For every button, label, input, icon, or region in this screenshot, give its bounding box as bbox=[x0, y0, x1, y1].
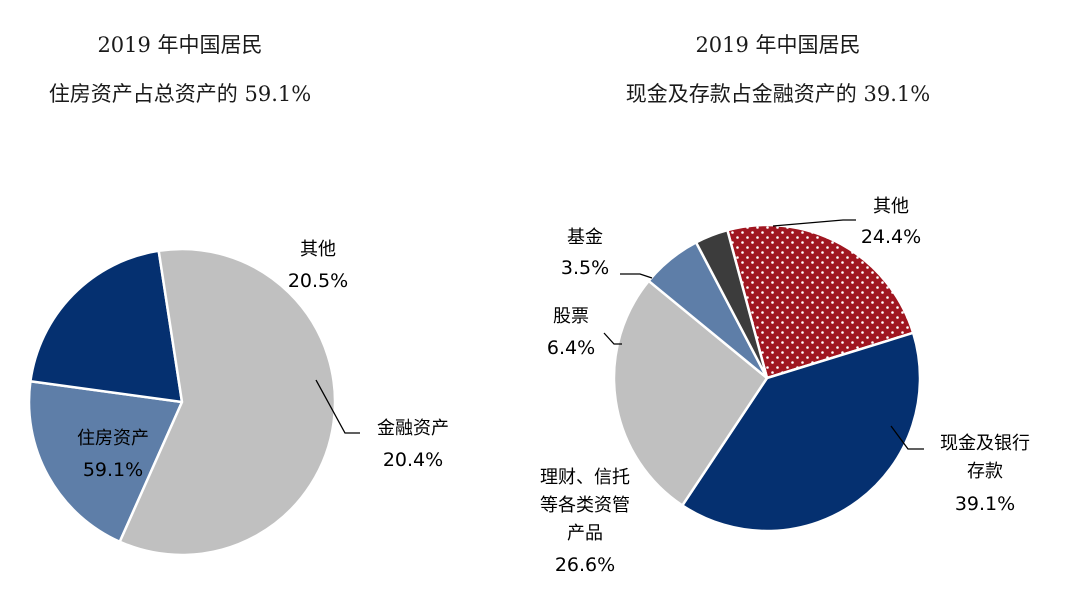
right-slice-label-2-0: 理财、信托 bbox=[540, 467, 630, 488]
left-slice-label-2-0: 住房资产 bbox=[77, 428, 149, 449]
left-leader-line-1 bbox=[315, 379, 360, 434]
right-leader-line-1 bbox=[890, 425, 924, 450]
right-chart-title-line2: 现金及存款占金融资产的 39.1% bbox=[625, 82, 931, 106]
left-slice-1 bbox=[29, 249, 184, 404]
right-slice-pct-1: 39.1% bbox=[955, 493, 1015, 515]
right-leader-line-4 bbox=[620, 273, 653, 279]
right-leader-line-0 bbox=[772, 219, 856, 227]
right-slice-pct-2: 26.6% bbox=[555, 554, 615, 576]
right-slice-label-2-2: 产品 bbox=[567, 523, 603, 544]
right-slice-4 bbox=[694, 228, 769, 380]
left-slice-pct-2: 59.1% bbox=[83, 459, 143, 481]
right-slice-label-1-0: 现金及银行 bbox=[940, 433, 1030, 454]
left-slice-0 bbox=[27, 379, 184, 544]
left-slice-2 bbox=[118, 247, 337, 557]
left-pie: 其他 20.5% 金融资产 20.4% 住房资产 59.1% bbox=[27, 239, 449, 557]
right-slice-1 bbox=[681, 331, 922, 533]
right-chart-title-line1: 2019 年中国居民 bbox=[695, 33, 861, 57]
right-slice-0 bbox=[726, 223, 915, 380]
left-chart-title-line1: 2019 年中国居民 bbox=[97, 33, 263, 57]
left-slice-pct-0: 20.5% bbox=[288, 270, 348, 292]
left-slice-label-1-0: 金融资产 bbox=[377, 418, 449, 439]
right-slice-label-0-0: 其他 bbox=[873, 196, 909, 217]
right-slice-pct-4: 3.5% bbox=[561, 257, 609, 279]
right-slice-label-4-0: 基金 bbox=[567, 227, 603, 248]
right-slice-2 bbox=[612, 279, 769, 507]
right-slice-pct-0: 24.4% bbox=[861, 226, 921, 248]
left-slice-pct-1: 20.4% bbox=[383, 449, 443, 471]
left-slice-label-0-0: 其他 bbox=[300, 239, 336, 260]
right-slice-label-1-1: 存款 bbox=[967, 461, 1003, 482]
right-slice-label-3-0: 股票 bbox=[553, 306, 589, 327]
right-slice-pct-3: 6.4% bbox=[547, 337, 595, 359]
right-slice-label-2-1: 等各类资管 bbox=[540, 495, 630, 516]
left-chart-title-line2: 住房资产占总资产的 59.1% bbox=[48, 82, 312, 106]
right-leader-line-3 bbox=[603, 332, 622, 345]
